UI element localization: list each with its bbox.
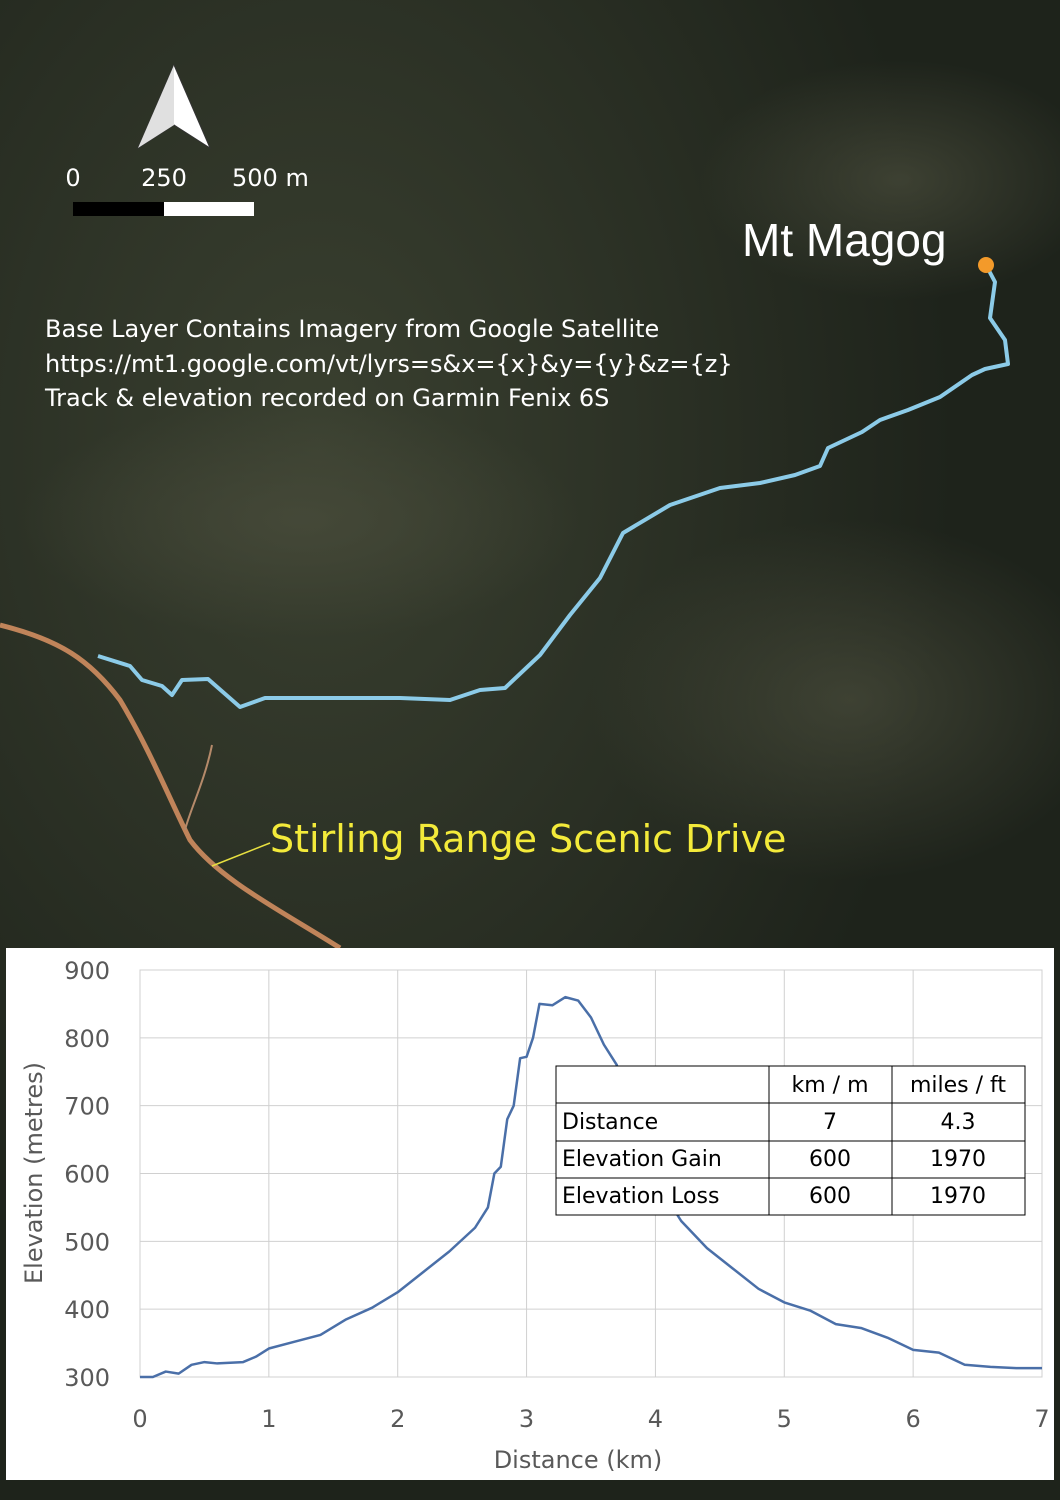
road — [0, 622, 342, 951]
attribution: Base Layer Contains Imagery from Google … — [45, 315, 659, 343]
table-cell: 600 — [809, 1147, 851, 1172]
scale-label: 250 — [141, 164, 187, 192]
track-road — [184, 744, 213, 831]
x-tick-label: 7 — [1034, 1405, 1049, 1433]
y-tick-label: 600 — [64, 1161, 110, 1189]
table-cell: Elevation Gain — [562, 1147, 722, 1172]
x-tick-label: 5 — [777, 1405, 792, 1433]
x-tick-label: 4 — [648, 1405, 663, 1433]
terrain — [590, 520, 1060, 880]
scale-label: 500 m — [232, 164, 309, 192]
y-tick-label: 700 — [64, 1093, 110, 1121]
scale-bar-black — [73, 202, 164, 216]
table-cell: 600 — [809, 1184, 851, 1209]
table-header: km / m — [792, 1073, 869, 1098]
table-cell: 1970 — [930, 1147, 986, 1172]
table-cell: Distance — [562, 1110, 658, 1135]
y-tick-label: 500 — [64, 1228, 110, 1256]
x-tick-label: 0 — [132, 1405, 147, 1433]
table-header: miles / ft — [910, 1073, 1006, 1098]
x-tick-label: 2 — [390, 1405, 405, 1433]
x-tick-label: 6 — [906, 1405, 921, 1433]
y-tick-label: 800 — [64, 1025, 110, 1053]
stats-table: km / m miles / ft Distance 7 4.3 Elevati… — [555, 1065, 1026, 1216]
x-tick-label: 1 — [261, 1405, 276, 1433]
table-cell: 1970 — [930, 1184, 986, 1209]
y-tick-label: 900 — [64, 957, 110, 985]
elevation-chart: Distance (km) Elevation (metres) 300 400 5… — [6, 948, 1054, 1480]
attribution: Track & elevation recorded on Garmin Fen… — [44, 384, 609, 412]
terrain — [20, 400, 580, 640]
road-leader — [211, 842, 271, 867]
table-cell: 7 — [823, 1110, 837, 1135]
scale-bar-white — [164, 202, 254, 216]
x-axis-label: Distance (km) — [494, 1446, 663, 1474]
y-tick-label: 400 — [64, 1296, 110, 1324]
hike-track — [97, 264, 1010, 709]
y-tick-label: 300 — [64, 1364, 110, 1392]
terrain — [700, 60, 1060, 300]
elevation-line — [140, 995, 1042, 1379]
x-tick-label: 3 — [519, 1405, 534, 1433]
peak-marker — [978, 257, 994, 273]
y-axis-label: Elevation (metres) — [20, 1062, 48, 1284]
road-label: Stirling Range Scenic Drive — [270, 817, 786, 861]
attribution: https://mt1.google.com/vt/lyrs=s&x={x}&y… — [45, 350, 733, 378]
north-arrow-shade — [138, 65, 174, 148]
scale-label: 0 — [65, 164, 80, 192]
table-cell: Elevation Loss — [562, 1184, 719, 1209]
table-cell: 4.3 — [941, 1110, 976, 1135]
peak-label: Mt Magog — [742, 214, 947, 266]
